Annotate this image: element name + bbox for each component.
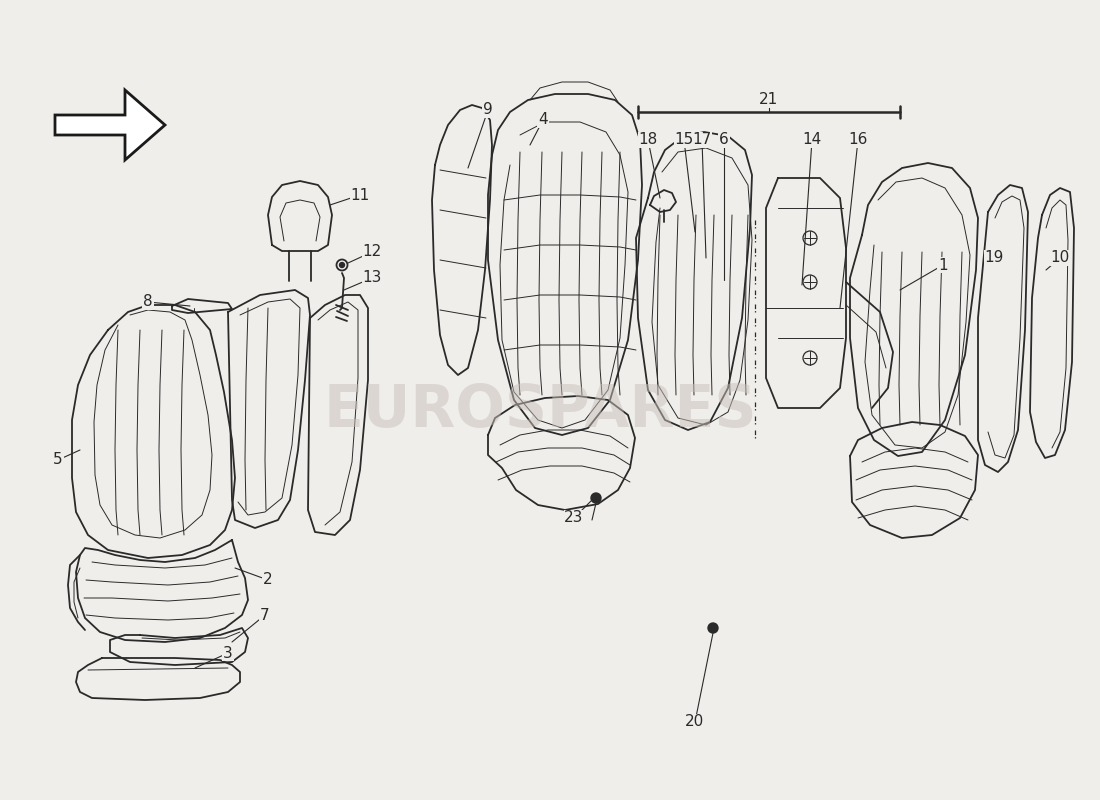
Text: 19: 19 bbox=[984, 250, 1003, 266]
Text: 10: 10 bbox=[1050, 250, 1069, 266]
Text: 11: 11 bbox=[351, 187, 370, 202]
Text: EUROSPARES: EUROSPARES bbox=[323, 382, 757, 438]
Circle shape bbox=[708, 623, 718, 633]
Text: 8: 8 bbox=[143, 294, 153, 310]
Text: 3: 3 bbox=[223, 646, 233, 661]
Text: 7: 7 bbox=[261, 607, 270, 622]
Text: 20: 20 bbox=[685, 714, 705, 730]
Text: 21: 21 bbox=[759, 93, 779, 107]
Text: 17: 17 bbox=[692, 133, 712, 147]
Circle shape bbox=[340, 262, 344, 267]
Polygon shape bbox=[55, 90, 165, 160]
Text: 18: 18 bbox=[638, 133, 658, 147]
Text: 2: 2 bbox=[263, 573, 273, 587]
Text: 23: 23 bbox=[564, 510, 584, 526]
Text: 1: 1 bbox=[938, 258, 948, 273]
Text: 9: 9 bbox=[483, 102, 493, 118]
Text: 13: 13 bbox=[362, 270, 382, 286]
Text: 4: 4 bbox=[538, 113, 548, 127]
Text: 5: 5 bbox=[53, 453, 63, 467]
Text: 12: 12 bbox=[362, 245, 382, 259]
Text: 14: 14 bbox=[802, 133, 822, 147]
Text: 15: 15 bbox=[674, 133, 694, 147]
Text: 6: 6 bbox=[719, 133, 729, 147]
Circle shape bbox=[591, 493, 601, 503]
Text: 16: 16 bbox=[848, 133, 868, 147]
